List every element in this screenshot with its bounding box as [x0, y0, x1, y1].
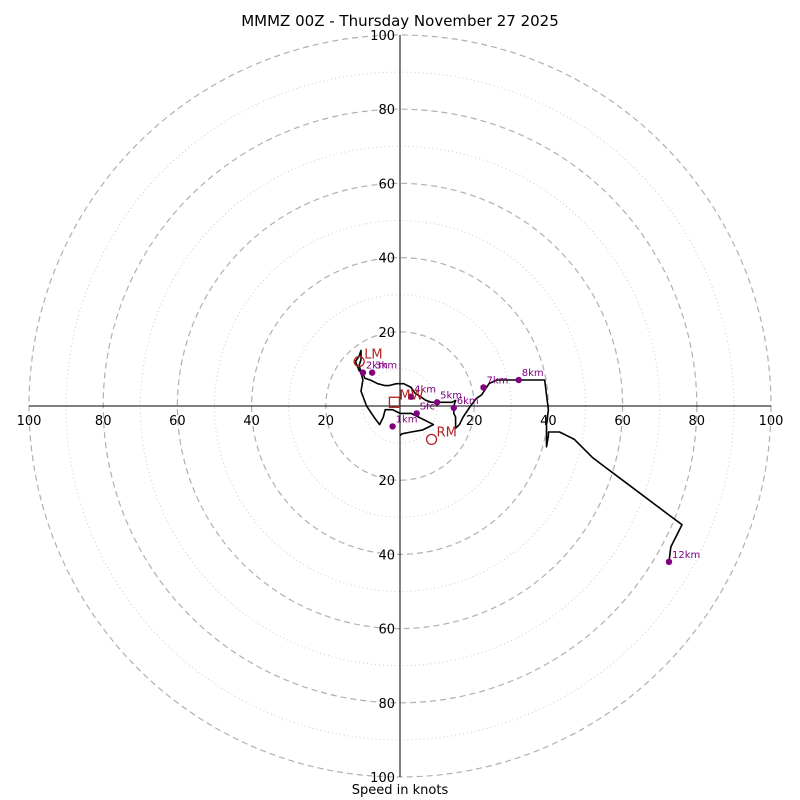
x-tick-label: 80: [689, 414, 706, 429]
x-tick-label: 80: [95, 414, 112, 429]
y-tick-label: 100: [370, 29, 395, 44]
y-tick-label: 80: [378, 103, 395, 118]
x-tick-label: 20: [318, 414, 335, 429]
tick-labels: 100 80 60 40 20 20 40 60 80 100 100 80 60 40 20 20 40 60 8…: [17, 29, 784, 786]
wind-trace: [354, 349, 683, 562]
y-tick-label: 20: [378, 326, 395, 341]
y-tick-label: 20: [378, 474, 395, 489]
height-marker-label: 2km: [366, 361, 388, 372]
chart-title: MMMZ 00Z - Thursday November 27 2025: [241, 12, 559, 30]
x-tick-label: 60: [614, 414, 631, 429]
height-marker-point: [665, 558, 673, 566]
x-tick-label: 100: [759, 414, 784, 429]
storm-motion-marker: [388, 396, 401, 408]
height-marker-point: [359, 369, 367, 376]
x-tick-label: 40: [243, 414, 260, 429]
height-marker-point: [389, 423, 396, 430]
height-marker-label: 3km: [375, 361, 397, 372]
x-axis-label: Speed in knots: [351, 783, 449, 798]
storm-motion-label: RM: [437, 425, 457, 440]
height-marker-label: 5km: [440, 390, 462, 401]
y-tick-label: 80: [378, 697, 395, 712]
storm-motion-label: MW: [399, 388, 423, 403]
height-marker-label: 6km: [457, 396, 479, 407]
x-tick-label: 40: [540, 414, 557, 429]
y-tick-label: 60: [378, 623, 395, 638]
height-marker-label: Sfc: [420, 401, 435, 412]
height-marker-label: 7km: [486, 375, 508, 386]
height-marker-point: [413, 410, 420, 417]
height-marker-label: 8km: [522, 368, 544, 379]
x-tick-label: 100: [17, 414, 42, 429]
storm-motion-label: LM: [364, 347, 382, 362]
height-marker-point: [480, 384, 487, 391]
y-tick-label: 100: [370, 771, 395, 786]
height-marker-point: [407, 393, 415, 400]
storm-motion-markers: LM MW RM: [353, 347, 457, 446]
height-marker-label: 1km: [396, 414, 418, 425]
height-marker-label: 12km: [672, 550, 700, 561]
y-tick-label: 60: [378, 177, 395, 192]
height-marker-point: [450, 404, 457, 412]
height-marker-point: [368, 369, 376, 376]
height-marker-point: [433, 399, 441, 406]
y-tick-label: 40: [378, 252, 395, 267]
y-tick-label: 40: [378, 548, 395, 563]
x-tick-label: 20: [466, 414, 483, 429]
x-tick-label: 60: [169, 414, 186, 429]
storm-motion-marker: [425, 433, 438, 446]
hodograph-trace-line: [354, 349, 683, 562]
height-marker-point: [515, 376, 522, 384]
storm-motion-marker: [353, 355, 365, 368]
height-marker-label: 4km: [414, 385, 436, 396]
